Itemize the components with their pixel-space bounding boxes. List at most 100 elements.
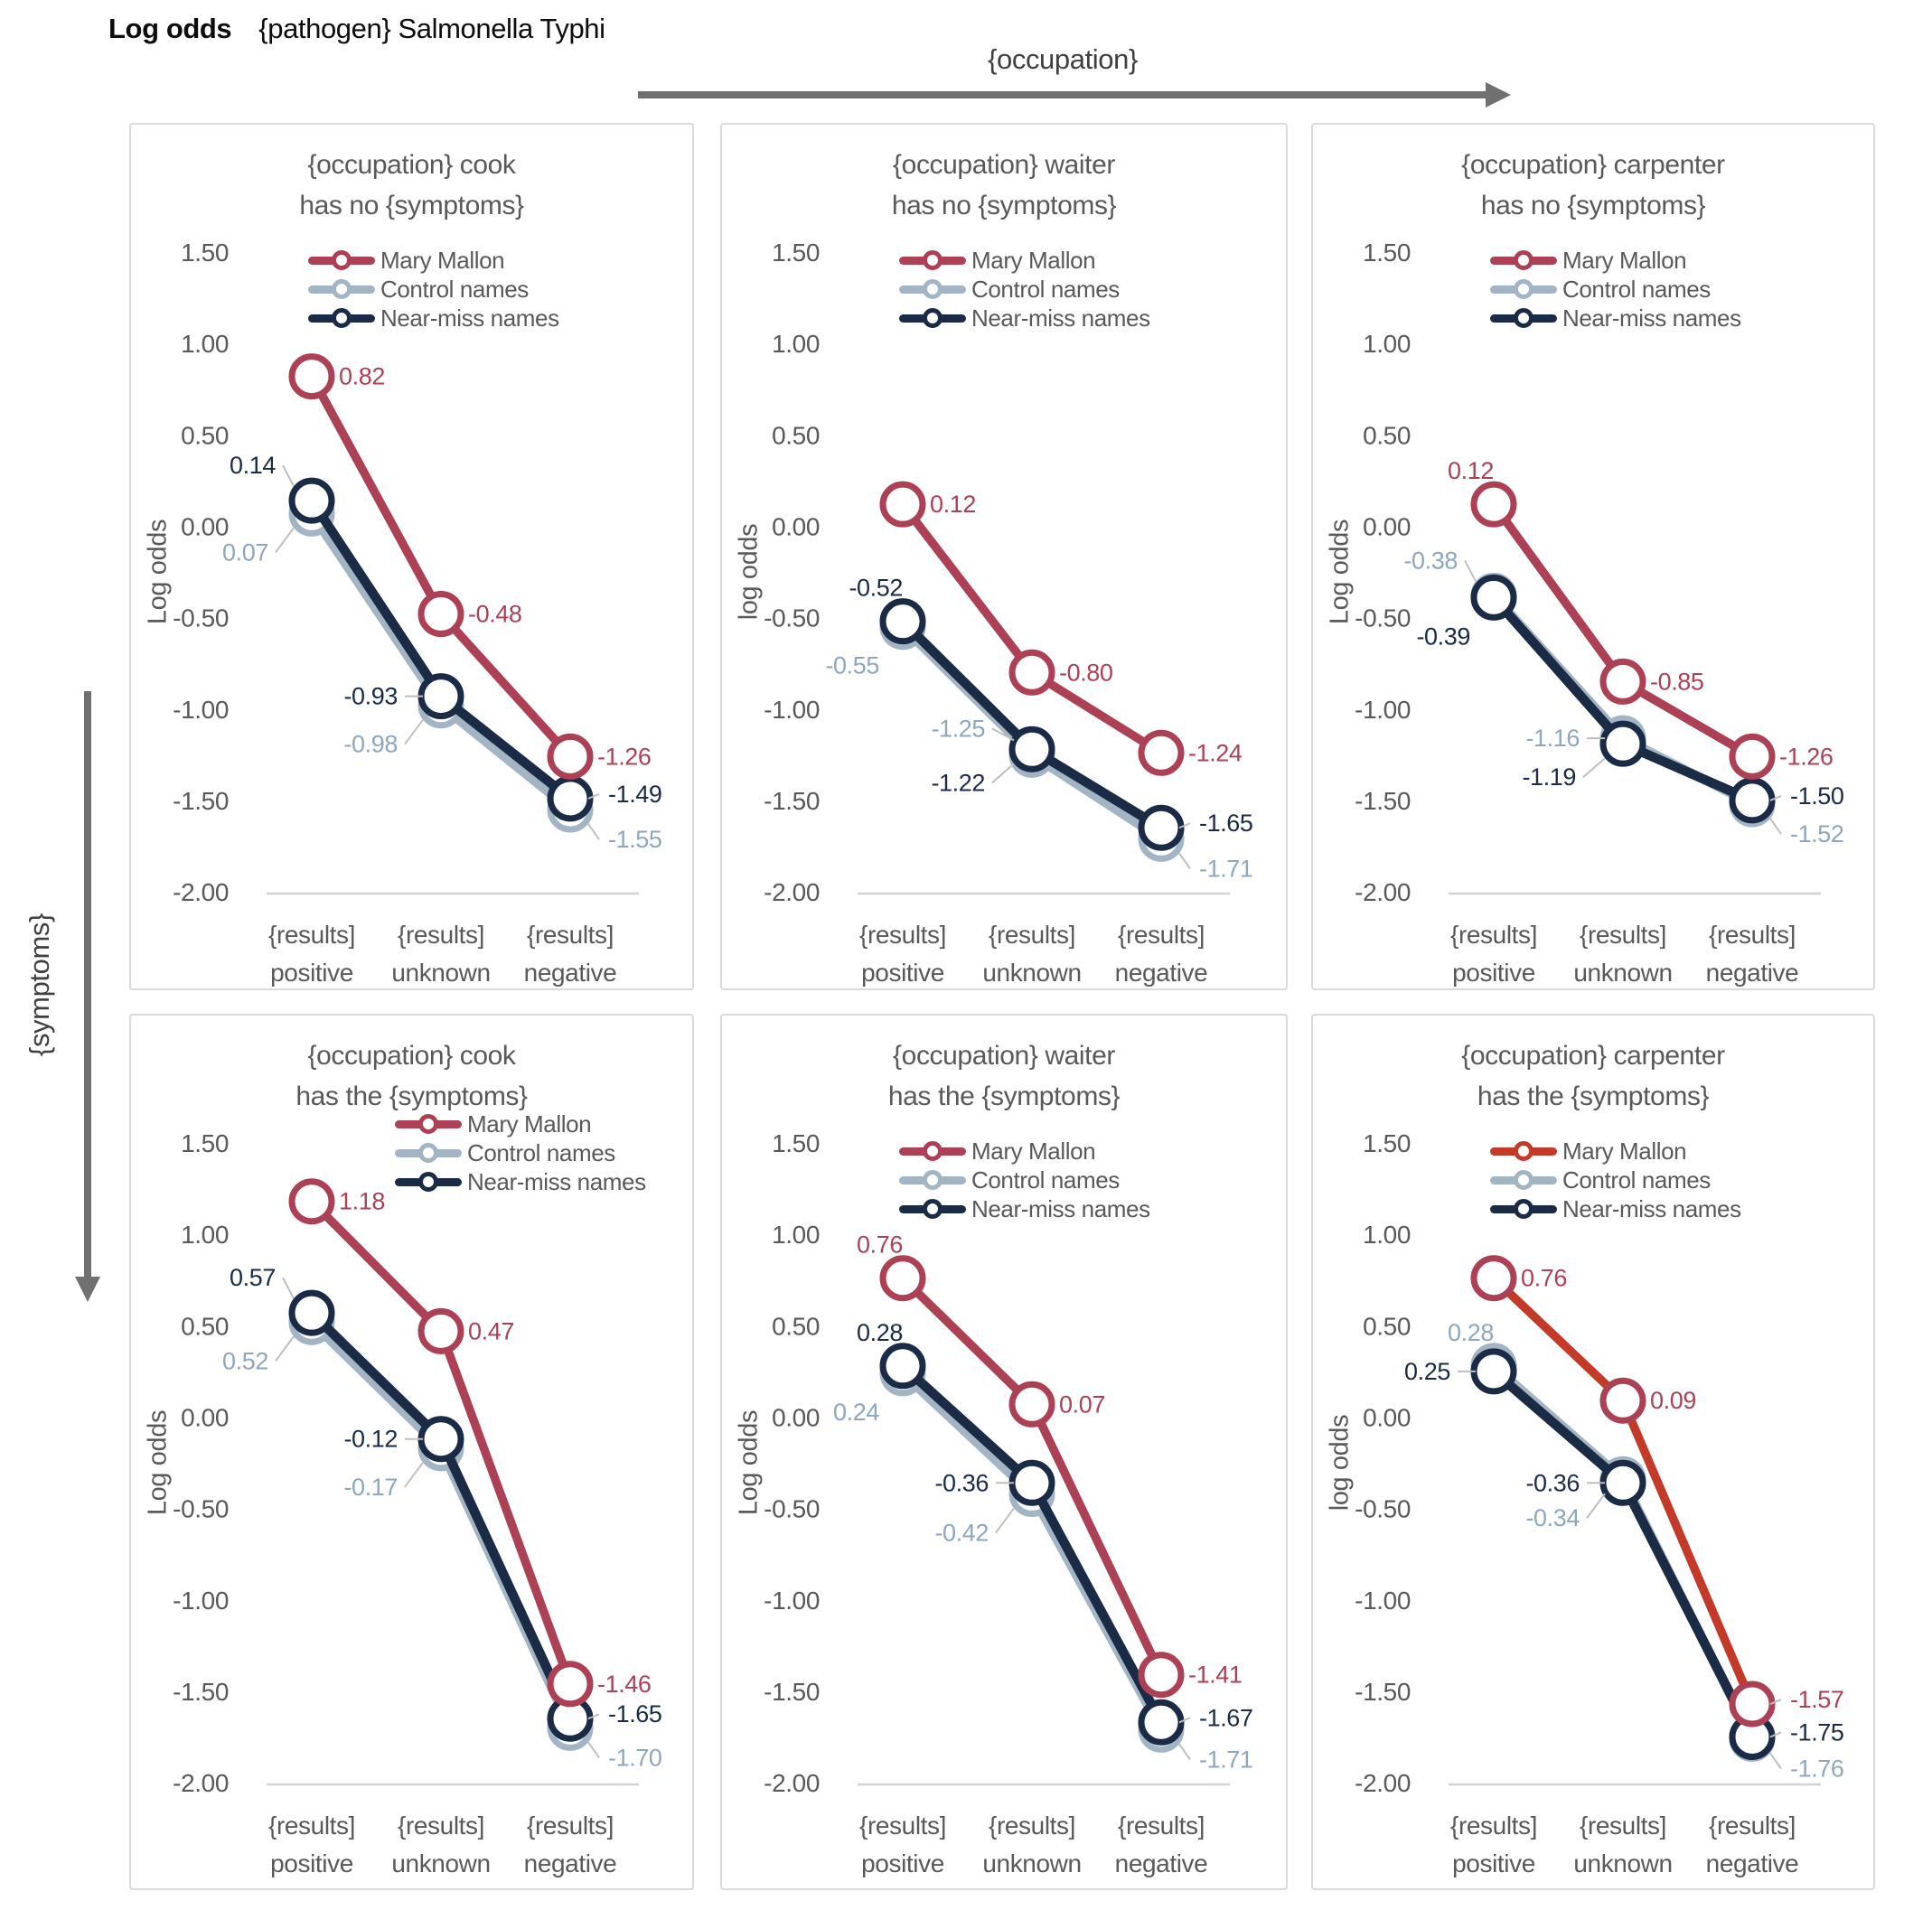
- data-point-label: 0.12: [930, 491, 976, 518]
- x-category-label-line2: unknown: [391, 959, 490, 987]
- y-tick-label: -1.00: [1355, 1587, 1411, 1615]
- data-point-label: 0.25: [1404, 1358, 1450, 1385]
- y-tick-label: -2.00: [1355, 878, 1411, 906]
- y-tick-label: -2.00: [173, 1769, 229, 1797]
- legend-label: Near-miss names: [467, 1167, 646, 1195]
- x-category-label-line2: unknown: [1573, 1849, 1672, 1877]
- data-point-marker: [1470, 1255, 1517, 1302]
- y-tick-label: 1.50: [1363, 1129, 1411, 1157]
- data-point-marker: [288, 1289, 335, 1336]
- label-leader-line: [587, 792, 600, 800]
- chart-legend: Mary Mallon Control names Near-miss name…: [395, 1109, 646, 1196]
- x-category-label-line2: negative: [1115, 1849, 1208, 1877]
- data-point-marker: [1599, 1459, 1646, 1506]
- data-point-marker: [1470, 574, 1517, 621]
- data-point-label: 0.76: [857, 1231, 903, 1259]
- data-point-label: -0.80: [1059, 659, 1113, 686]
- chart-title: {occupation} cook has the {symptoms}: [131, 1035, 692, 1117]
- label-leader-line: [587, 823, 600, 840]
- label-leader-line: [404, 1462, 424, 1488]
- data-point-label: 0.57: [230, 1264, 276, 1291]
- chart-legend: Mary Mallon Control names Near-miss name…: [1490, 1137, 1741, 1223]
- chart-title-line2: has the {symptoms}: [887, 1081, 1121, 1111]
- label-leader-line: [1769, 818, 1782, 835]
- data-point-label: -1.22: [931, 769, 985, 796]
- data-point-label: -1.71: [1199, 1746, 1253, 1773]
- chart-title: {occupation} waiter has no {symptoms}: [722, 145, 1286, 226]
- chart-title: {occupation} waiter has the {symptoms}: [722, 1035, 1286, 1117]
- data-point-marker: [1599, 1377, 1646, 1424]
- legend-line-marker-icon: [1490, 1199, 1557, 1219]
- label-leader-line: [1769, 1731, 1782, 1738]
- symptoms-axis-arrow-icon: [75, 691, 100, 1302]
- data-point-label: -0.38: [1403, 547, 1458, 574]
- chart-panel-cook-no-symptoms: {occupation} cook has no {symptoms} Log …: [129, 123, 694, 990]
- x-category-label-line2: positive: [270, 959, 353, 987]
- data-point-label: -0.42: [934, 1519, 989, 1546]
- x-category-label-line2: positive: [861, 1849, 944, 1877]
- figure-title-pathogen: {pathogen} Salmonella Typhi: [258, 13, 605, 44]
- data-point-label: -1.67: [1199, 1704, 1253, 1731]
- data-point-label: -0.55: [825, 652, 879, 679]
- legend-item: Control names: [308, 275, 559, 304]
- chart-title-line2: has the {symptoms}: [1477, 1081, 1710, 1111]
- y-tick-label: 1.50: [1363, 239, 1411, 267]
- data-point-marker: [1729, 1681, 1776, 1727]
- chart-title-line1: {occupation} carpenter: [1461, 1041, 1725, 1071]
- legend-line-marker-icon: [395, 1172, 462, 1192]
- x-category-label-line1: {results]: [268, 1812, 355, 1840]
- data-point-marker: [288, 477, 335, 524]
- chart-title-line1: {occupation} carpenter: [1461, 150, 1725, 180]
- data-point-label: 0.76: [1521, 1265, 1567, 1292]
- chart-title-line2: has the {symptoms}: [295, 1081, 528, 1111]
- label-leader-line: [1178, 1743, 1191, 1760]
- legend-label: Control names: [1562, 1166, 1711, 1194]
- data-point-marker: [1599, 658, 1646, 705]
- data-point-label: -1.26: [1779, 743, 1834, 770]
- x-category-label-line1: {results]: [859, 921, 946, 949]
- data-point-marker: [879, 481, 926, 528]
- x-category-label-line1: {results]: [1709, 1812, 1796, 1840]
- y-tick-label: -1.50: [173, 1678, 229, 1706]
- data-point-marker: [1008, 726, 1055, 772]
- chart-panel-carpenter-has-symptoms: {occupation} carpenter has the {symptoms…: [1311, 1014, 1875, 1890]
- x-category-label-line2: negative: [1115, 959, 1208, 987]
- y-tick-label: 0.50: [181, 1312, 229, 1340]
- chart-title-line1: {occupation} waiter: [893, 1041, 1115, 1071]
- data-point-label: 0.47: [468, 1317, 514, 1344]
- data-point-label: 0.28: [1448, 1319, 1494, 1346]
- y-tick-label: -1.50: [764, 787, 820, 815]
- legend-label: Control names: [467, 1138, 615, 1166]
- data-point-label: -0.98: [343, 731, 398, 758]
- chart-title: {occupation} carpenter has no {symptoms}: [1313, 145, 1873, 226]
- label-leader-line: [275, 1335, 295, 1362]
- symptoms-axis-label: {symptoms}: [23, 913, 55, 1056]
- y-tick-label: 1.50: [772, 239, 820, 267]
- data-point-marker: [288, 1178, 335, 1225]
- legend-label: Near-miss names: [971, 1194, 1150, 1222]
- x-category-label-line2: negative: [1706, 1849, 1799, 1877]
- legend-label: Near-miss names: [1562, 304, 1741, 332]
- data-point-label: 0.07: [222, 538, 268, 566]
- data-point-marker: [1138, 1699, 1185, 1746]
- y-tick-label: -0.50: [1355, 1495, 1411, 1523]
- legend-item: Control names: [1490, 1166, 1741, 1194]
- data-point-marker: [1138, 1652, 1185, 1699]
- legend-line-marker-icon: [1490, 308, 1557, 328]
- legend-line-marker-icon: [1490, 1170, 1557, 1190]
- legend-line-marker-icon: [899, 279, 966, 299]
- y-tick-label: -1.50: [764, 1678, 820, 1706]
- x-category-label-line2: negative: [524, 959, 617, 987]
- y-tick-label: -0.50: [173, 1495, 229, 1523]
- data-point-label: 0.14: [230, 452, 276, 479]
- legend-label: Control names: [971, 1166, 1120, 1194]
- legend-label: Control names: [1562, 275, 1711, 303]
- legend-label: Near-miss names: [1562, 1194, 1741, 1222]
- data-point-marker: [1599, 720, 1646, 767]
- y-tick-label: -1.00: [764, 696, 820, 724]
- x-category-label-line2: positive: [1452, 959, 1535, 987]
- data-point-label: 0.52: [222, 1347, 268, 1374]
- data-point-marker: [547, 733, 594, 780]
- y-tick-label: 1.00: [1363, 1221, 1411, 1249]
- x-category-label-line2: unknown: [391, 1849, 490, 1877]
